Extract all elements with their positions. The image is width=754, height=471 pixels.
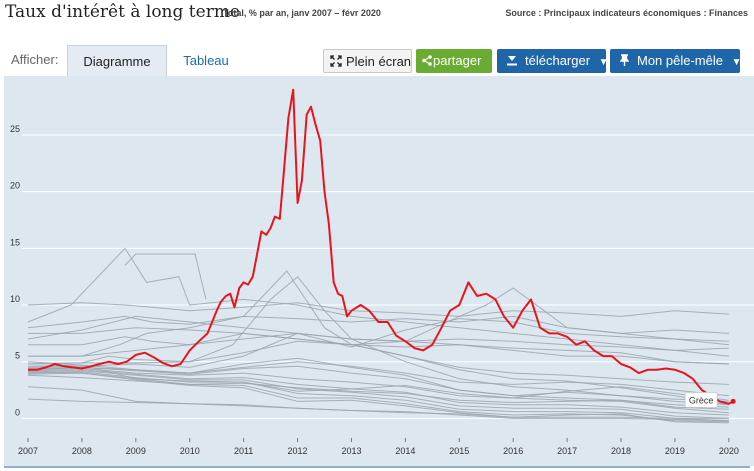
series-line[interactable] bbox=[27, 315, 729, 348]
y-tick-label: 0 bbox=[15, 407, 20, 417]
download-label: télécharger bbox=[525, 53, 591, 68]
series-line[interactable] bbox=[27, 365, 729, 402]
display-label: Afficher: bbox=[11, 52, 59, 67]
greece-end-marker bbox=[730, 398, 736, 404]
series-line[interactable] bbox=[27, 340, 729, 406]
caret-down-icon: ▼ bbox=[731, 57, 742, 68]
series-line[interactable] bbox=[27, 367, 729, 414]
y-tick-label: 5 bbox=[15, 351, 20, 361]
series-line[interactable] bbox=[27, 369, 729, 416]
fullscreen-label: Plein écran bbox=[346, 54, 412, 69]
x-tick-label: 2015 bbox=[449, 446, 469, 456]
x-tick-label: 2019 bbox=[665, 446, 685, 456]
x-tick-label: 2020 bbox=[719, 446, 739, 456]
series-line[interactable] bbox=[27, 374, 729, 408]
x-tick-label: 2007 bbox=[18, 446, 38, 456]
chart-title: Taux d'intérêt à long terme bbox=[5, 2, 240, 22]
pin-icon bbox=[619, 49, 630, 73]
tab-diagramme[interactable]: Diagramme bbox=[67, 45, 167, 77]
caret-down-icon: ▼ bbox=[598, 57, 609, 68]
greece-label: Grèce bbox=[689, 395, 714, 405]
chart-header: Taux d'intérêt à long terme Total, % par… bbox=[0, 0, 754, 30]
share-label: partager bbox=[433, 53, 482, 68]
line-chart[interactable]: 0 5 10 15 20 25 2007 2008 2009 2010 2011 2012 2013 2… bbox=[4, 76, 754, 466]
series-line[interactable] bbox=[27, 247, 729, 357]
series-line[interactable] bbox=[27, 371, 729, 422]
plot-background bbox=[4, 76, 754, 466]
chart-toolbar: Afficher: Diagramme Tableau Plein écran … bbox=[0, 44, 754, 77]
series-line[interactable] bbox=[124, 253, 207, 300]
series-line[interactable] bbox=[27, 371, 729, 423]
dashboard-button[interactable]: Mon pêle-mêle ▼ bbox=[610, 49, 742, 73]
dashboard-label: Mon pêle-mêle bbox=[637, 53, 723, 68]
chart-subtitle: Total, % par an, janv 2007 – févr 2020 bbox=[223, 8, 381, 18]
x-tick-label: 2013 bbox=[341, 446, 361, 456]
x-tick-label: 2014 bbox=[395, 446, 415, 456]
x-tick-label: 2008 bbox=[72, 446, 92, 456]
x-tick-label: 2016 bbox=[503, 446, 523, 456]
series-line[interactable] bbox=[27, 361, 729, 401]
x-tick-label: 2010 bbox=[180, 446, 200, 456]
greece-label-box bbox=[684, 392, 718, 408]
y-tick-label: 20 bbox=[10, 181, 20, 191]
tab-tableau[interactable]: Tableau bbox=[183, 53, 229, 68]
chart-bottom-rule bbox=[4, 466, 750, 468]
share-button[interactable]: partager bbox=[416, 49, 492, 73]
fullscreen-button[interactable]: Plein écran bbox=[323, 49, 412, 73]
greece-series-line[interactable] bbox=[28, 88, 734, 405]
y-tick-label: 10 bbox=[10, 294, 20, 304]
chart-source: Source : Principaux indicateurs économiq… bbox=[505, 8, 748, 18]
x-tick-label: 2009 bbox=[126, 446, 146, 456]
x-tick-label: 2017 bbox=[557, 446, 577, 456]
series-line[interactable] bbox=[27, 386, 729, 422]
series-line[interactable] bbox=[27, 398, 729, 419]
x-tick-label: 2012 bbox=[288, 446, 308, 456]
series-line[interactable] bbox=[27, 372, 729, 424]
chart-area: 0 5 10 15 20 25 2007 2008 2009 2010 2011 2012 2013 2… bbox=[4, 76, 754, 466]
y-tick-label: 25 bbox=[10, 124, 20, 134]
series-line[interactable] bbox=[28, 270, 729, 385]
series-line[interactable] bbox=[28, 332, 729, 365]
expand-icon bbox=[330, 50, 342, 74]
download-button[interactable]: télécharger ▼ bbox=[497, 49, 609, 73]
share-icon bbox=[422, 49, 432, 73]
y-tick-label: 15 bbox=[10, 237, 20, 247]
x-tick-label: 2011 bbox=[234, 446, 253, 456]
x-tick-label: 2018 bbox=[611, 446, 631, 456]
series-line[interactable] bbox=[27, 357, 729, 410]
download-icon bbox=[507, 49, 517, 73]
series-line[interactable] bbox=[27, 370, 729, 419]
